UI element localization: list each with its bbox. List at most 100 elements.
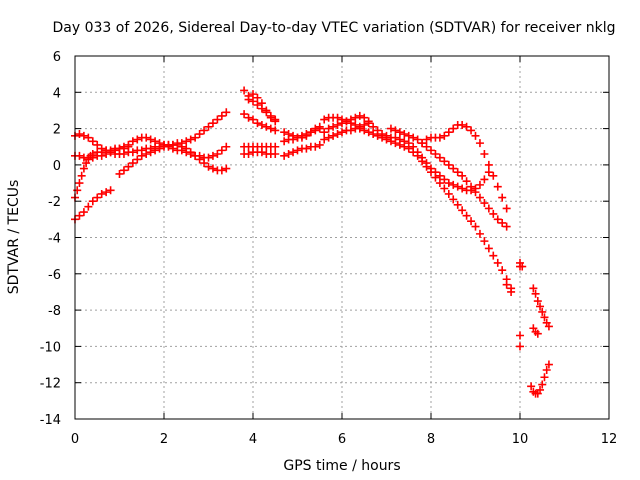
y-tick-label: 4	[53, 86, 61, 101]
data-point-track-c	[142, 150, 151, 159]
data-point-track-k	[280, 137, 289, 146]
data-point-track-o	[346, 126, 355, 135]
data-point-track-c	[208, 164, 217, 173]
data-point-track-d	[73, 186, 82, 195]
data-point-track-p	[391, 126, 400, 135]
data-point-track-g	[271, 126, 280, 135]
data-point-track-c	[137, 151, 146, 160]
data-point-track-c	[75, 211, 84, 220]
data-point-track-c	[177, 142, 186, 151]
data-point-track-f	[262, 106, 271, 115]
data-point-track-c	[133, 155, 142, 164]
x-tick-label: 8	[427, 432, 435, 447]
data-point-track-r	[502, 280, 511, 289]
data-point-track-p	[484, 204, 493, 213]
data-point-track-t	[533, 297, 542, 306]
data-point-track-c	[88, 197, 97, 206]
data-point-track-g	[249, 115, 257, 124]
data-point-track-n	[413, 148, 422, 157]
data-point-track-n	[475, 180, 484, 189]
data-point-track-g	[257, 120, 266, 129]
data-point-track-u	[533, 329, 542, 338]
data-point-track-l	[302, 144, 311, 153]
y-tick-label: -6	[48, 268, 61, 283]
data-point-track-q	[471, 131, 480, 140]
data-point-track-f	[266, 111, 275, 120]
data-point-track-c	[195, 155, 204, 164]
data-point-track-q	[502, 204, 511, 213]
data-point-track-v	[542, 365, 551, 374]
data-point-track-n	[360, 113, 369, 122]
data-point-track-g	[244, 113, 253, 122]
data-point-track-a	[200, 126, 209, 135]
data-point-track-c	[186, 148, 195, 157]
data-point-track-o	[355, 122, 364, 131]
data-point-track-c	[191, 151, 200, 160]
data-point-track-p	[449, 164, 458, 173]
x-tick-label: 2	[160, 432, 168, 447]
data-point-track-a	[204, 122, 213, 131]
data-point-track-n	[440, 175, 449, 184]
grid	[75, 56, 609, 419]
data-point-track-v	[536, 385, 545, 394]
x-tick-label: 12	[601, 432, 618, 447]
data-point-track-n	[427, 164, 435, 173]
data-point-track-p	[444, 160, 453, 169]
data-point-track-d	[79, 164, 88, 173]
data-point-track-c	[124, 162, 133, 171]
data-point-track-b	[208, 151, 217, 160]
data-point-track-c	[182, 144, 191, 153]
data-point-track-l	[315, 140, 324, 149]
data-point-track-t	[538, 307, 547, 316]
data-point-track-p	[440, 157, 449, 166]
data-point-track-d	[124, 142, 133, 151]
data-point-track-n	[324, 124, 333, 133]
data-point-track-o	[333, 130, 342, 139]
data-point-track-q	[462, 122, 471, 131]
data-point-track-b	[75, 151, 84, 160]
data-points	[71, 86, 553, 398]
data-point-track-o	[360, 120, 369, 129]
data-point-track-q	[435, 133, 444, 142]
data-point-track-m	[498, 266, 507, 275]
data-point-track-o	[320, 135, 329, 144]
data-point-track-v	[544, 360, 553, 369]
data-point-track-p	[431, 150, 440, 159]
data-point-track-k	[293, 133, 302, 142]
data-point-track-n	[453, 182, 462, 191]
data-point-track-c	[84, 202, 93, 211]
data-point-track-a	[182, 137, 191, 146]
data-point-track-v	[538, 380, 547, 389]
data-point-track-c	[160, 142, 168, 151]
data-point-track-f	[249, 90, 257, 99]
data-point-track-c	[222, 164, 231, 173]
y-tick-label: -14	[40, 413, 61, 428]
data-point-track-p	[489, 209, 498, 218]
data-point-track-m	[440, 184, 449, 193]
data-point-track-l	[289, 148, 298, 157]
data-point-track-e	[249, 97, 257, 106]
data-point-track-n	[431, 168, 440, 177]
data-point-track-p	[422, 142, 431, 151]
data-point-track-n	[400, 137, 409, 146]
data-point-track-p	[404, 131, 413, 140]
data-point-track-n	[391, 133, 400, 142]
data-point-track-p	[435, 153, 444, 162]
data-point-track-c	[217, 166, 226, 175]
data-point-track-p	[502, 222, 511, 231]
data-point-track-k	[302, 130, 311, 139]
data-point-track-c	[93, 193, 102, 202]
data-point-track-q	[418, 139, 427, 148]
y-tick-label: -4	[48, 232, 61, 247]
data-point-track-a	[213, 115, 222, 124]
data-point-track-c	[119, 166, 128, 175]
data-point-track-q	[440, 131, 449, 140]
data-point-track-p	[413, 135, 422, 144]
data-point-track-l	[311, 142, 320, 151]
data-point-track-c	[200, 159, 209, 168]
data-point-track-n	[346, 115, 355, 124]
data-point-track-k	[297, 131, 306, 140]
data-point-track-q	[458, 120, 467, 129]
data-point-track-e	[253, 101, 262, 110]
data-point-track-d	[88, 150, 97, 159]
